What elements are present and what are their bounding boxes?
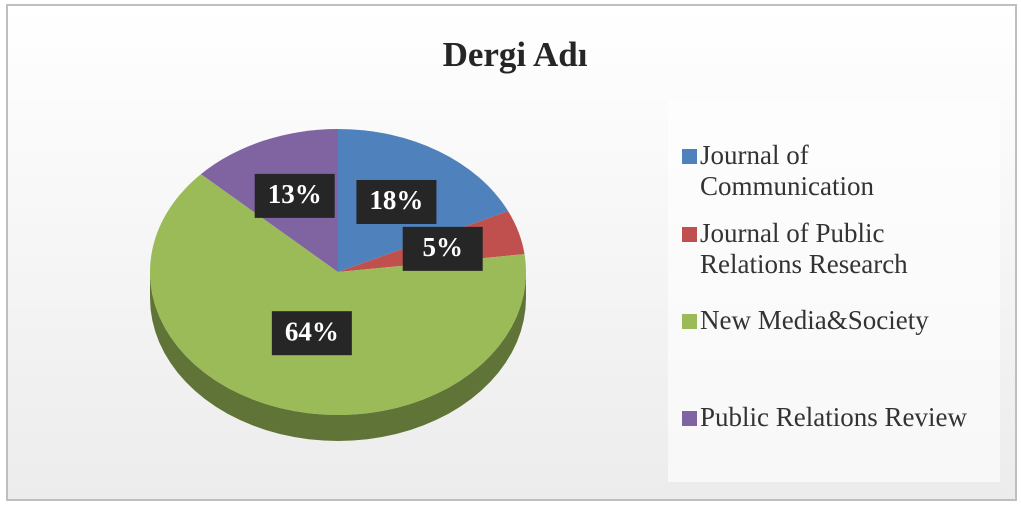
data-label: 13% (268, 179, 322, 209)
legend-swatch (682, 314, 697, 329)
data-label-box (254, 173, 335, 218)
data-label: 5% (422, 232, 463, 262)
data-label-box (271, 311, 352, 356)
slice (150, 174, 526, 415)
data-label-box (356, 179, 437, 224)
legend-entry: Public Relations Review (682, 402, 982, 433)
data-label: 64% (285, 316, 339, 346)
slice-side (150, 272, 526, 441)
legend-label: Journal of Public Relations Research (700, 218, 908, 279)
legend-entry: New Media&Society (682, 305, 982, 336)
legend-label: New Media&Society (700, 305, 929, 335)
legend: Journal of Communication Journal of Publi… (668, 100, 1000, 482)
chart-title: Dergi Adı (443, 35, 588, 74)
legend-label: Journal of Communication (700, 140, 874, 201)
legend-swatch (682, 227, 697, 242)
legend-swatch (682, 149, 697, 164)
legend-label: Public Relations Review (700, 402, 967, 432)
legend-swatch (682, 411, 697, 426)
data-label: 18% (369, 185, 423, 215)
legend-entry: Journal of Public Relations Research (682, 218, 982, 280)
data-label-box (402, 226, 483, 271)
legend-entry: Journal of Communication (682, 140, 982, 202)
